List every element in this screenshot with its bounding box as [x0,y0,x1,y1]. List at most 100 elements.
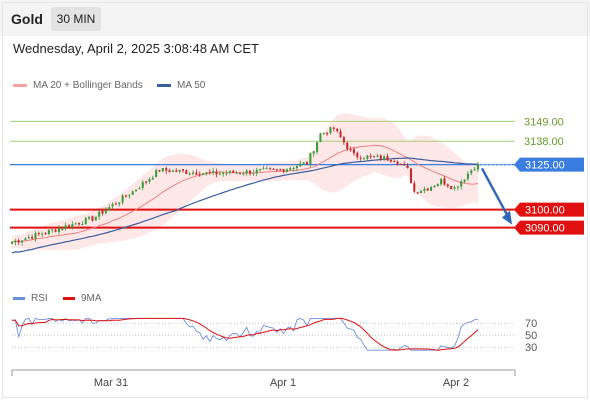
level-label-1: 3138.00 [524,136,564,148]
candle-body [383,156,386,160]
candle-body [275,169,278,171]
level-badge-label-3: 3100.00 [525,205,565,217]
candle-body [289,168,292,170]
candle-body [255,169,258,174]
candle-body [98,211,101,217]
candle-body [329,127,332,134]
candle-body [369,155,372,157]
top-bar: Gold 30 MIN [0,0,590,36]
candle-body [222,173,225,175]
ma50-line [11,157,479,254]
candle-body [202,173,205,176]
time-axis: Mar 31 Apr 1 Apr 2 [11,369,516,389]
candle-body [460,181,463,187]
candle-body [235,172,238,174]
candle-body [453,187,456,189]
candle-body [299,163,302,167]
candle-body [175,170,178,172]
candle-body [309,152,312,165]
candle-body [47,229,50,235]
candle-body [165,168,168,171]
candle-body [131,191,134,195]
candle-body [192,172,195,174]
candle-body [27,237,30,239]
candle-body [245,170,248,174]
candle-body [188,173,191,175]
candle-body [282,169,285,172]
candle-body [356,152,359,158]
candle-body [64,225,67,229]
candle-body [121,195,124,203]
level-badge-label-4: 3090.00 [525,223,565,235]
candle-body [295,166,298,169]
candle-body [403,163,406,166]
candle-body [440,179,443,185]
candle-body [413,183,416,192]
candle-body [34,232,37,239]
candle-body [292,168,295,170]
candle-body [430,187,433,191]
bollinger-band [12,113,478,251]
candle-body [44,233,47,235]
rsi-line [12,317,479,351]
candle-body [456,186,459,188]
candle-body [352,149,355,154]
candle-body [443,178,446,185]
legend-ma50: MA 50 [157,80,205,91]
candle-body [359,157,362,159]
candle-body [212,170,215,174]
candle-body [272,168,275,170]
candle-body [108,207,111,211]
level-badge-label-2: 3125.00 [525,160,565,172]
candle-body [178,169,181,172]
candle-body [366,155,369,159]
candle-body [470,170,473,174]
candle-body [393,160,396,162]
candle-body [145,181,148,183]
candle-body [168,170,171,173]
candle-body [269,167,272,169]
candles-layer [10,126,480,246]
candle-body [14,240,17,243]
candle-body [426,188,429,191]
candle-body [406,165,409,169]
projection-arrow-head [502,210,512,225]
time-tick-0: Mar 31 [94,377,128,389]
candle-body [218,173,221,175]
candle-body [433,185,436,188]
candle-body [54,229,57,232]
rsi-tick-0: 70 [525,318,537,330]
candle-body [88,216,91,219]
candle-body [339,131,342,138]
legend-rsi-label: RSI [31,293,48,304]
candle-body [419,191,423,193]
level-badge-2 [514,157,584,172]
candle-body [104,210,107,214]
rsi-ma-line [12,317,479,351]
ma50-swatch [157,84,171,87]
candle-body [399,164,402,166]
bollinger-swatch [13,84,27,87]
candle-body [101,210,104,214]
candle-body [158,170,161,172]
candle-body [31,236,34,239]
legend-rsi-ma: 9MA [63,293,102,304]
candle-body [316,142,319,152]
candle-body [94,216,97,221]
timeframe-button[interactable]: 30 MIN [51,7,101,31]
candle-body [74,223,77,225]
candle-body [91,216,94,221]
candle-body [473,169,476,171]
candle-body [155,170,158,178]
rsi-ma-swatch [63,297,75,300]
candle-body [416,192,419,194]
candle-body [476,164,480,170]
candle-body [185,170,188,174]
candle-body [379,155,382,160]
time-tick-1: Apr 1 [270,377,296,389]
candle-body [232,170,235,173]
candle-body [238,172,242,174]
candle-body [302,162,305,164]
